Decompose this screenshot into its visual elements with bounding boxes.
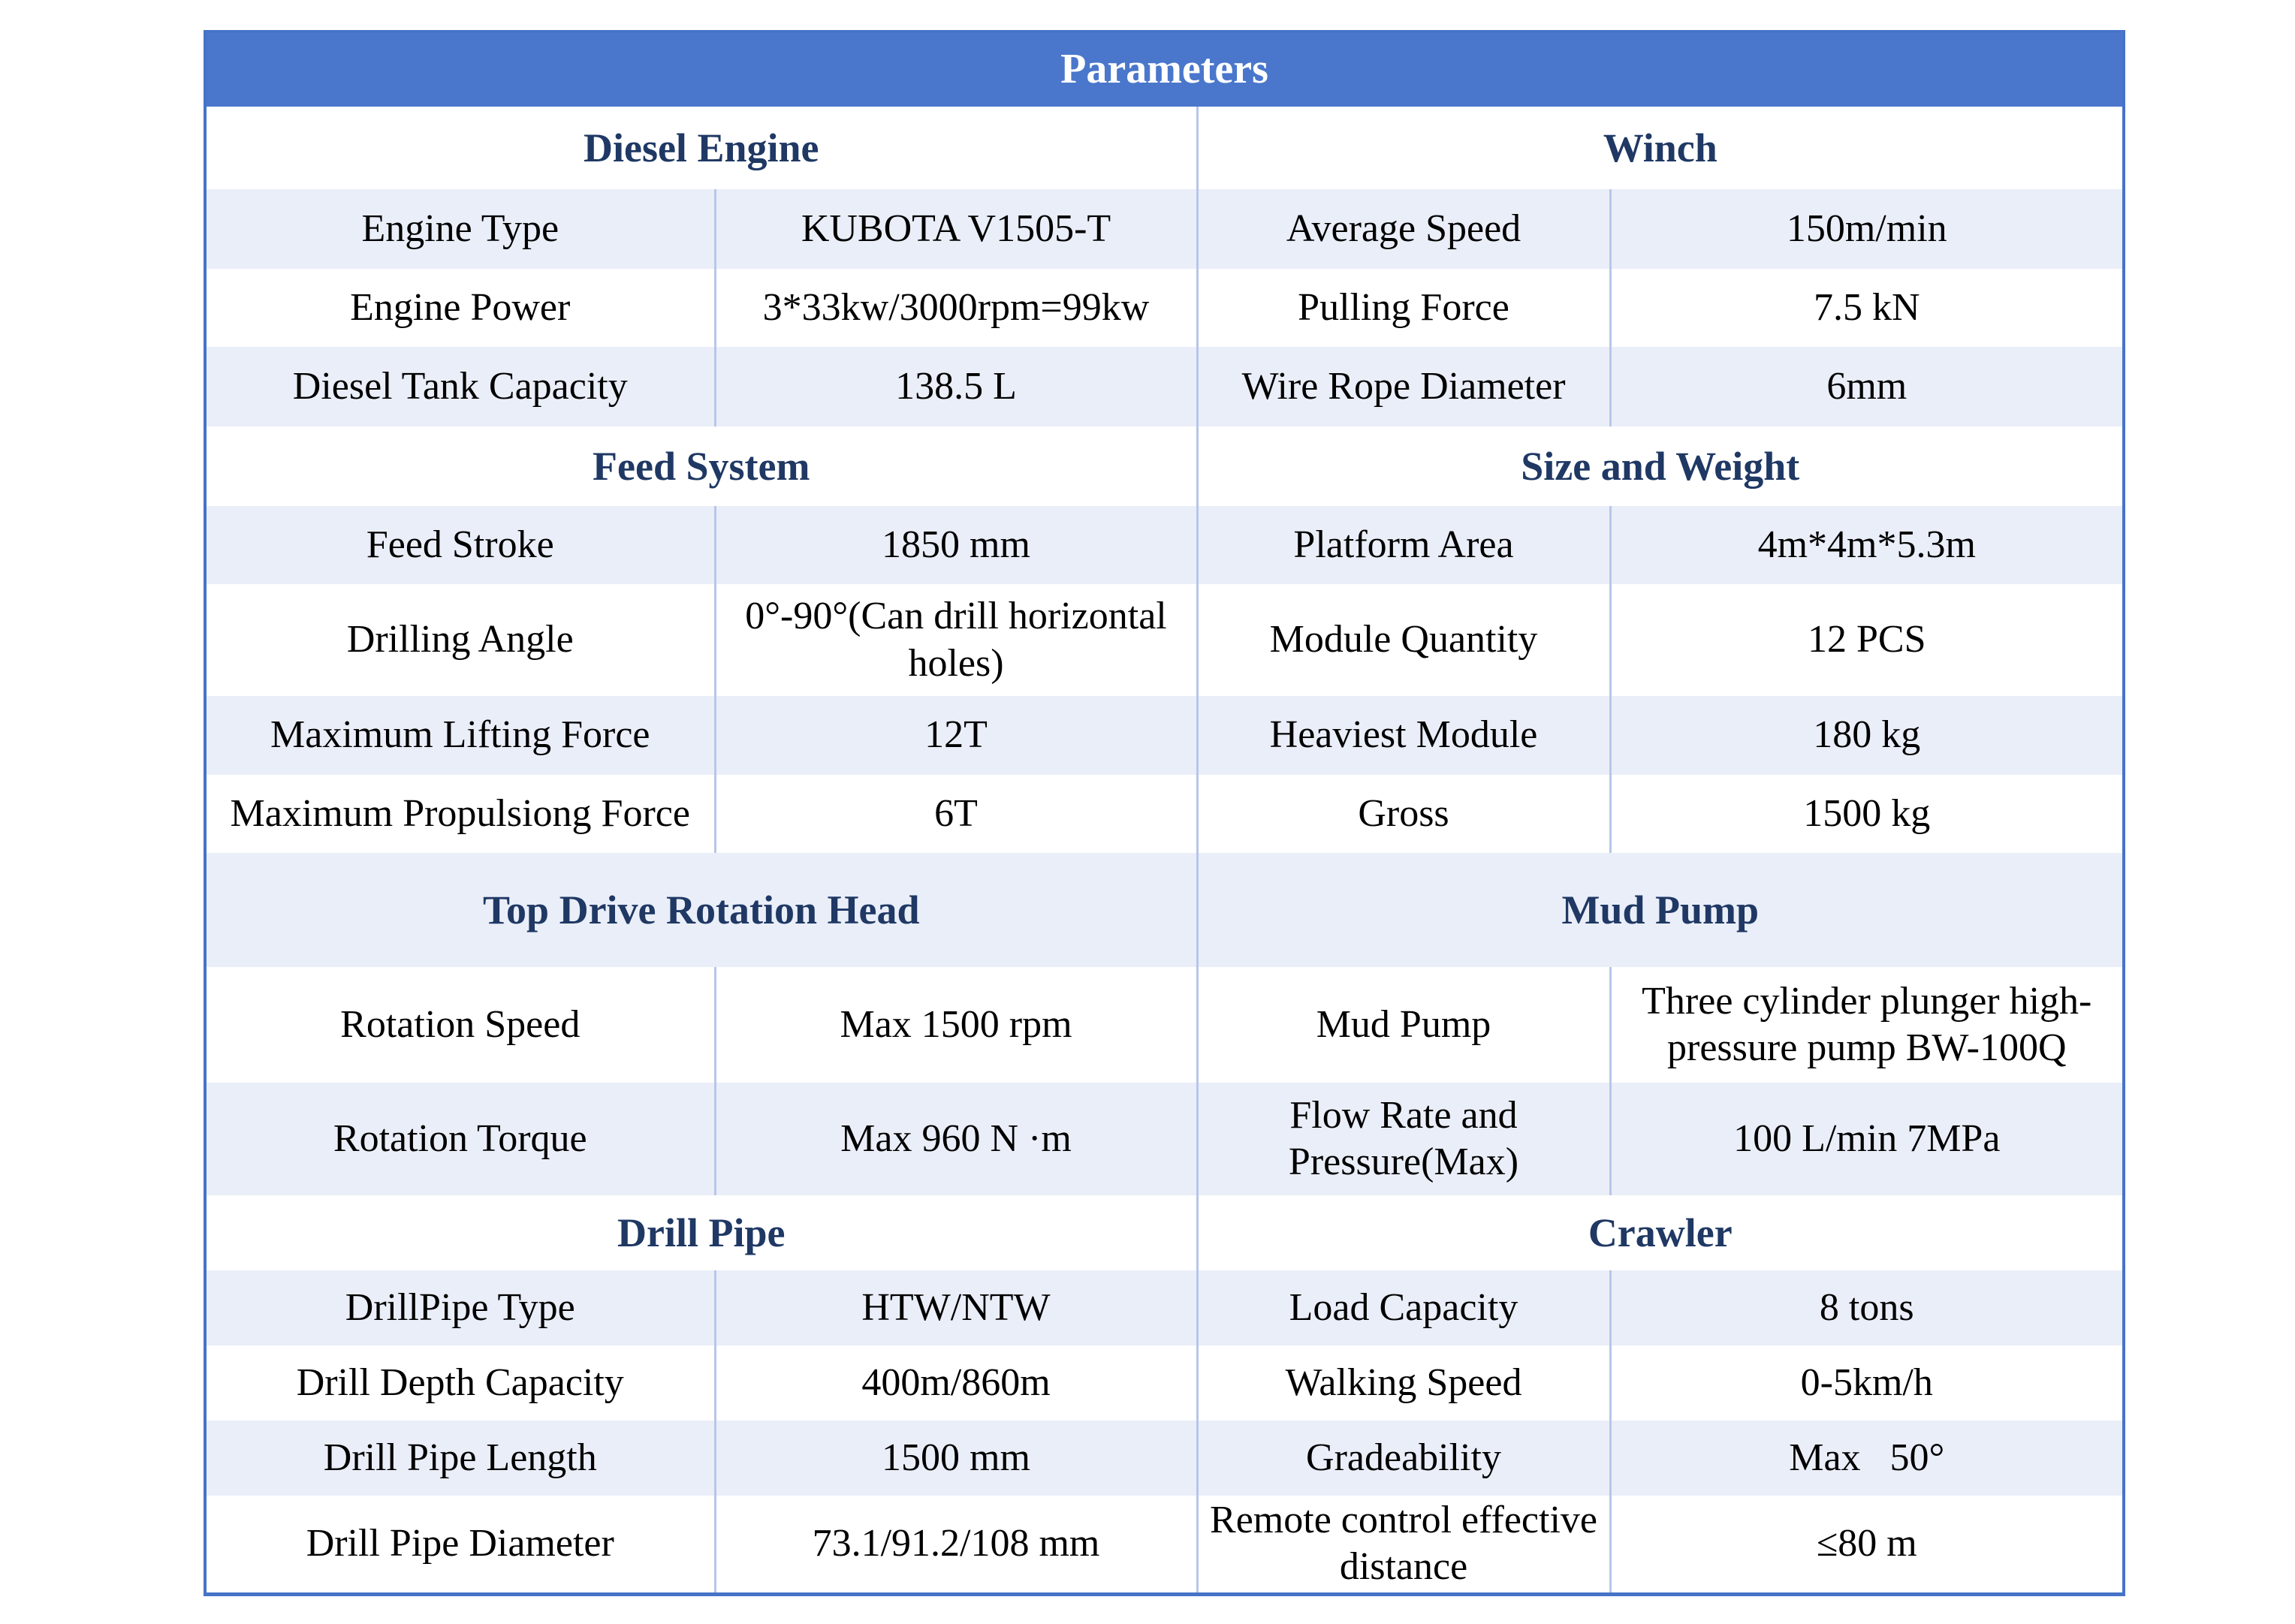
- section-header-cell: Mud Pump: [1196, 853, 2125, 967]
- param-label-cell: Rotation Torque: [205, 1083, 715, 1195]
- param-value-cell: 138.5 L: [713, 347, 1197, 426]
- param-value-cell: 7.5 kN: [1609, 269, 2125, 347]
- table-row: Drilling Angle 0°-90°(Can drill horizont…: [205, 584, 2125, 696]
- param-value-cell: 1850 mm: [713, 506, 1197, 584]
- param-value-cell: 1500 mm: [713, 1421, 1197, 1496]
- param-label-cell: Module Quantity: [1196, 584, 1610, 696]
- param-value-cell: 150m/min: [1609, 189, 2125, 269]
- table-row: Drill Depth Capacity 400m/860m Walking S…: [205, 1345, 2125, 1421]
- table-row: Parameters: [205, 32, 2125, 107]
- param-value-cell: 73.1/91.2/108 mm: [713, 1496, 1197, 1595]
- section-header-cell: Winch: [1196, 107, 2125, 189]
- param-label-cell: Rotation Speed: [205, 967, 715, 1083]
- param-value-cell: Max 50°: [1609, 1421, 2125, 1496]
- table-row: Drill Pipe Crawler: [205, 1195, 2125, 1270]
- param-label-cell: Gross: [1196, 775, 1610, 853]
- param-value-cell: Max 960 N ·m: [713, 1083, 1197, 1195]
- param-value-cell: KUBOTA V1505-T: [713, 189, 1197, 269]
- param-label-cell: Heaviest Module: [1196, 696, 1610, 775]
- section-header-cell: Size and Weight: [1196, 426, 2125, 506]
- param-label-cell: Diesel Tank Capacity: [205, 347, 715, 426]
- parameters-table: Parameters Diesel Engine Winch Engine Ty…: [204, 30, 2126, 1596]
- section-header-cell: Top Drive Rotation Head: [205, 853, 1197, 967]
- table-row: Rotation Torque Max 960 N ·m Flow Rate a…: [205, 1083, 2125, 1195]
- table-row: Feed System Size and Weight: [205, 426, 2125, 506]
- param-value-cell: Three cylinder plunger high-pressure pum…: [1609, 967, 2125, 1083]
- param-label-cell: Wire Rope Diameter: [1196, 347, 1610, 426]
- param-label-cell: Feed Stroke: [205, 506, 715, 584]
- param-value-cell: 1500 kg: [1609, 775, 2125, 853]
- param-label-cell: Maximum Lifting Force: [205, 696, 715, 775]
- param-label-cell: DrillPipe Type: [205, 1270, 715, 1345]
- param-value-cell: ≤80 m: [1609, 1496, 2125, 1595]
- param-value-cell: 6mm: [1609, 347, 2125, 426]
- param-value-cell: 0°-90°(Can drill horizontal holes): [713, 584, 1197, 696]
- table-row: Diesel Tank Capacity 138.5 L Wire Rope D…: [205, 347, 2125, 426]
- section-header-cell: Diesel Engine: [205, 107, 1197, 189]
- param-label-cell: Platform Area: [1196, 506, 1610, 584]
- param-value-cell: Max 1500 rpm: [713, 967, 1197, 1083]
- table-row: Diesel Engine Winch: [205, 107, 2125, 189]
- param-label-cell: Drill Pipe Diameter: [205, 1496, 715, 1595]
- param-label-cell: Drill Pipe Length: [205, 1421, 715, 1496]
- table-title: Parameters: [205, 32, 2125, 107]
- table-row: Rotation Speed Max 1500 rpm Mud Pump Thr…: [205, 967, 2125, 1083]
- param-label-cell: Load Capacity: [1196, 1270, 1610, 1345]
- param-label-cell: Pulling Force: [1196, 269, 1610, 347]
- param-label-cell: Flow Rate and Pressure(Max): [1196, 1083, 1610, 1195]
- param-label-cell: Remote control effective distance: [1196, 1496, 1610, 1595]
- param-value-cell: HTW/NTW: [713, 1270, 1197, 1345]
- param-value-cell: 0-5km/h: [1609, 1345, 2125, 1421]
- spec-sheet: Parameters Diesel Engine Winch Engine Ty…: [204, 30, 2126, 1596]
- param-label-cell: Drilling Angle: [205, 584, 715, 696]
- param-label-cell: Engine Type: [205, 189, 715, 269]
- section-header-cell: Crawler: [1196, 1195, 2125, 1270]
- table-row: DrillPipe Type HTW/NTW Load Capacity 8 t…: [205, 1270, 2125, 1345]
- table-row: Drill Pipe Length 1500 mm Gradeability M…: [205, 1421, 2125, 1496]
- table-row: Drill Pipe Diameter 73.1/91.2/108 mm Rem…: [205, 1496, 2125, 1595]
- section-header-cell: Drill Pipe: [205, 1195, 1197, 1270]
- param-label-cell: Gradeability: [1196, 1421, 1610, 1496]
- param-value-cell: 100 L/min 7MPa: [1609, 1083, 2125, 1195]
- param-label-cell: Engine Power: [205, 269, 715, 347]
- param-value-cell: 12T: [713, 696, 1197, 775]
- section-header-cell: Feed System: [205, 426, 1197, 506]
- table-row: Engine Type KUBOTA V1505-T Average Speed…: [205, 189, 2125, 269]
- table-row: Feed Stroke 1850 mm Platform Area 4m*4m*…: [205, 506, 2125, 584]
- param-value-cell: 180 kg: [1609, 696, 2125, 775]
- param-label-cell: Maximum Propulsiong Force: [205, 775, 715, 853]
- param-label-cell: Average Speed: [1196, 189, 1610, 269]
- param-value-cell: 4m*4m*5.3m: [1609, 506, 2125, 584]
- table-row: Maximum Lifting Force 12T Heaviest Modul…: [205, 696, 2125, 775]
- param-label-cell: Drill Depth Capacity: [205, 1345, 715, 1421]
- param-value-cell: 8 tons: [1609, 1270, 2125, 1345]
- table-row: Maximum Propulsiong Force 6T Gross 1500 …: [205, 775, 2125, 853]
- param-value-cell: 6T: [713, 775, 1197, 853]
- param-label-cell: Mud Pump: [1196, 967, 1610, 1083]
- table-row: Engine Power 3*33kw/3000rpm=99kw Pulling…: [205, 269, 2125, 347]
- param-value-cell: 400m/860m: [713, 1345, 1197, 1421]
- param-value-cell: 12 PCS: [1609, 584, 2125, 696]
- table-row: Top Drive Rotation Head Mud Pump: [205, 853, 2125, 967]
- param-value-cell: 3*33kw/3000rpm=99kw: [713, 269, 1197, 347]
- param-label-cell: Walking Speed: [1196, 1345, 1610, 1421]
